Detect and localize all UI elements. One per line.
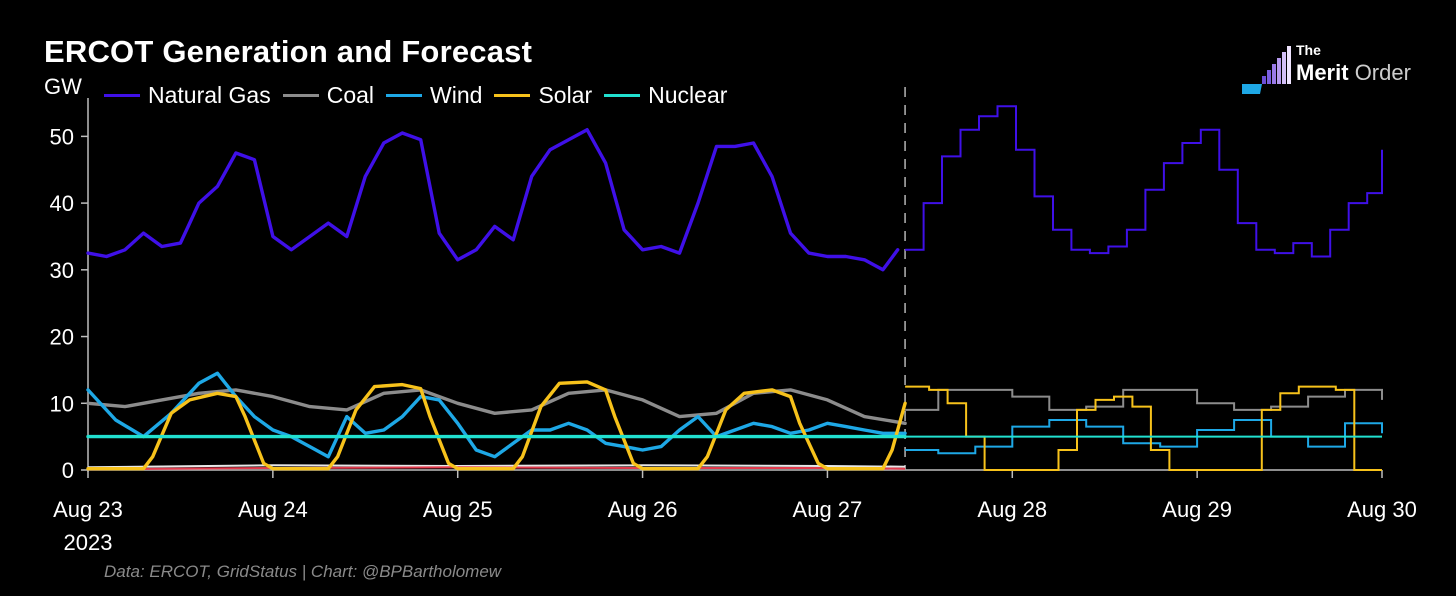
legend-swatch-nuclear [604, 94, 641, 97]
x-tick-label: Aug 28 [977, 497, 1047, 522]
x-tick-label: Aug 24 [238, 497, 308, 522]
logo-text-order: Order [1354, 60, 1411, 85]
legend-label-wind: Wind [430, 82, 483, 108]
legend-item-coal: Coal [282, 82, 375, 109]
legend-item-nuclear: Nuclear [604, 82, 727, 109]
x-tick-label: Aug 26 [608, 497, 678, 522]
series-line-minor-0 [87, 464, 906, 469]
legend-item-wind: Wind [386, 82, 482, 109]
series-line-wind-forecast [905, 419, 1383, 455]
y-tick-label: 10 [50, 391, 74, 416]
y-tick-label: 30 [50, 258, 74, 283]
x-tick-label: Aug 23 [53, 497, 123, 522]
legend-swatch-coal [282, 94, 319, 97]
legend-item-solar: Solar [494, 82, 592, 109]
series-line-natural-gas-actual [86, 127, 900, 272]
x-tick-label: Aug 25 [423, 497, 493, 522]
legend-swatch-wind [386, 94, 423, 97]
y-tick-label: 0 [62, 458, 74, 483]
chart-title: ERCOT Generation and Forecast [44, 34, 533, 69]
x-tick-label: Aug 27 [793, 497, 863, 522]
series-line-natural-gas-forecast [905, 105, 1383, 258]
merit-order-logo-icon [1242, 46, 1291, 94]
x-tick-label: Aug 30 [1347, 497, 1417, 522]
logo-text-name: Merit Order [1296, 60, 1411, 86]
logo-text-merit: Merit [1296, 60, 1349, 85]
y-axis-unit: GW [44, 74, 82, 99]
series-line-solar-actual [86, 380, 907, 471]
series-line-wind-actual [86, 371, 907, 459]
legend-swatch-solar [494, 94, 531, 97]
legend-item-natural-gas: Natural Gas [104, 82, 271, 109]
legend-swatch-natural-gas [104, 94, 140, 97]
y-tick-label: 40 [50, 191, 74, 216]
legend-label-natural-gas: Natural Gas [148, 82, 271, 108]
x-tick-label: Aug 29 [1162, 497, 1232, 522]
logo-text-the: The [1296, 42, 1321, 58]
y-tick-label: 50 [50, 124, 74, 149]
merit-order-logo: The Merit Order [1240, 42, 1430, 98]
legend-label-nuclear: Nuclear [648, 82, 728, 108]
legend-label-coal: Coal [326, 82, 375, 108]
legend: Natural Gas Coal Wind Solar Nuclear [104, 82, 739, 109]
source-note: Data: ERCOT, GridStatus | Chart: @BPBart… [104, 562, 502, 581]
y-tick-label: 20 [50, 325, 74, 350]
x-year-label: 2023 [64, 530, 113, 555]
series-line-solar-forecast [905, 385, 1382, 471]
series-line-coal-forecast [905, 388, 1383, 411]
legend-label-solar: Solar [538, 82, 593, 108]
